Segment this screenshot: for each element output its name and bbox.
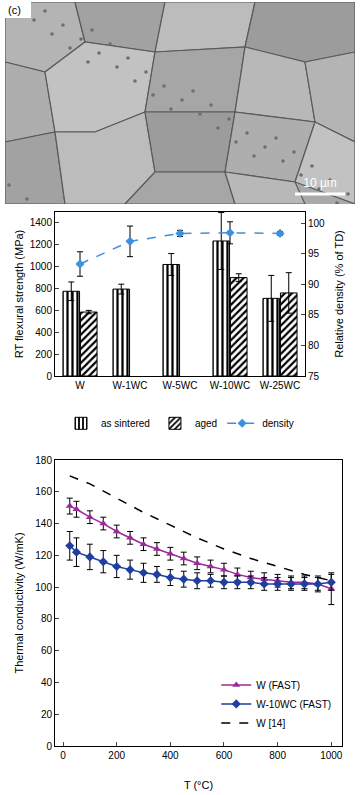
svg-text:75: 75 — [308, 371, 320, 382]
svg-text:W-5WC: W-5WC — [163, 380, 198, 391]
svg-text:0: 0 — [46, 741, 52, 752]
svg-text:160: 160 — [35, 486, 52, 497]
svg-text:1000: 1000 — [320, 750, 343, 761]
svg-text:T (°C): T (°C) — [184, 779, 213, 791]
svg-text:aged: aged — [195, 418, 217, 429]
svg-text:W [14]: W [14] — [256, 718, 285, 729]
svg-text:400: 400 — [35, 327, 52, 338]
svg-text:10 µm: 10 µm — [303, 176, 337, 190]
svg-text:0: 0 — [46, 371, 52, 382]
svg-text:100: 100 — [35, 582, 52, 593]
svg-text:40: 40 — [41, 677, 53, 688]
svg-text:600: 600 — [35, 305, 52, 316]
svg-text:(c): (c) — [8, 4, 21, 16]
svg-text:80: 80 — [41, 613, 53, 624]
svg-text:90: 90 — [308, 279, 320, 290]
svg-text:RT flexural strength (MPa): RT flexural strength (MPa) — [13, 230, 25, 359]
svg-text:120: 120 — [35, 550, 52, 561]
svg-text:1400: 1400 — [30, 217, 53, 228]
svg-text:0: 0 — [60, 750, 66, 761]
svg-text:Thermal conductivity (W/mK): Thermal conductivity (W/mK) — [13, 532, 25, 673]
svg-text:85: 85 — [308, 309, 320, 320]
svg-text:800: 800 — [269, 750, 286, 761]
svg-text:200: 200 — [35, 349, 52, 360]
svg-text:density: density — [262, 418, 294, 429]
svg-text:W-1WC: W-1WC — [113, 380, 148, 391]
svg-text:Relative density (% of TD): Relative density (% of TD) — [333, 230, 345, 358]
svg-text:80: 80 — [308, 340, 320, 351]
svg-text:as sintered: as sintered — [101, 418, 150, 429]
svg-text:60: 60 — [41, 645, 53, 656]
svg-text:W-25WC: W-25WC — [260, 380, 300, 391]
svg-text:W: W — [75, 380, 85, 391]
svg-text:W (FAST): W (FAST) — [256, 680, 300, 691]
svg-text:140: 140 — [35, 518, 52, 529]
svg-text:600: 600 — [216, 750, 233, 761]
svg-text:180: 180 — [35, 455, 52, 466]
svg-text:200: 200 — [108, 750, 125, 761]
svg-text:W-10WC: W-10WC — [210, 380, 250, 391]
svg-text:95: 95 — [308, 248, 320, 259]
svg-text:1200: 1200 — [30, 239, 53, 250]
svg-text:20: 20 — [41, 709, 53, 720]
svg-text:100: 100 — [308, 218, 325, 229]
svg-text:W-10WC (FAST): W-10WC (FAST) — [256, 699, 331, 710]
svg-text:800: 800 — [35, 283, 52, 294]
svg-text:1000: 1000 — [30, 261, 53, 272]
svg-text:400: 400 — [162, 750, 179, 761]
